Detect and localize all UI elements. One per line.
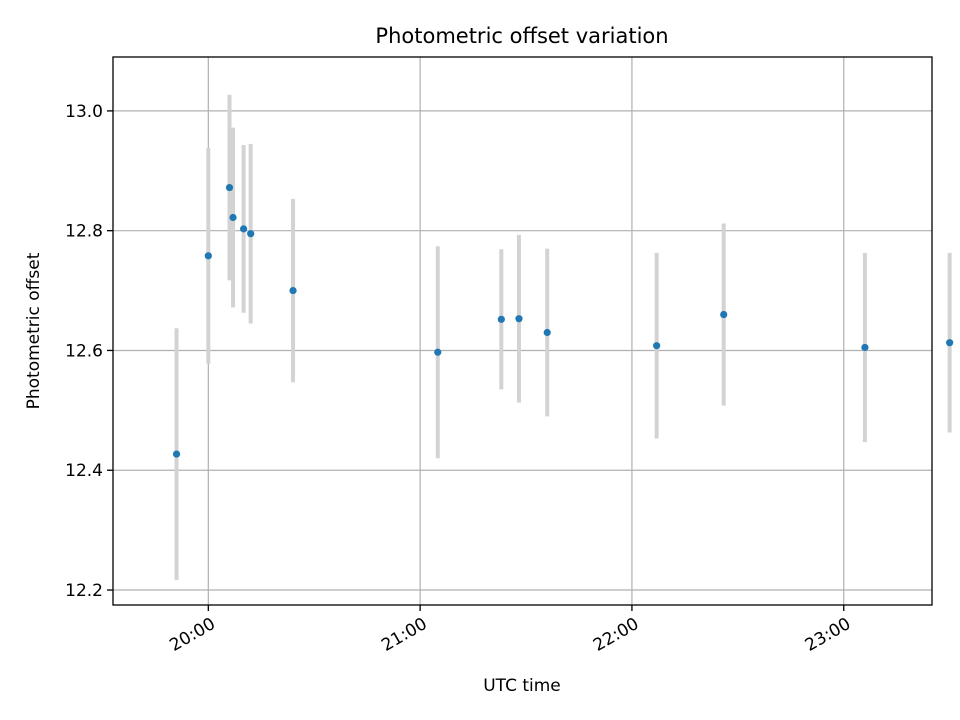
- data-point: [861, 343, 869, 352]
- data-points: [172, 183, 954, 458]
- y-tick-label: 12.6: [65, 341, 103, 361]
- data-point: [653, 342, 661, 350]
- data-point: [946, 339, 954, 347]
- data-point: [240, 225, 248, 233]
- x-tick-label: 20:00: [166, 614, 218, 656]
- y-tick-label: 12.2: [65, 581, 103, 601]
- grid: [113, 57, 932, 605]
- data-point: [515, 315, 523, 323]
- data-point: [172, 450, 181, 458]
- data-point: [720, 310, 728, 319]
- data-point: [204, 252, 212, 260]
- y-tick-label: 12.4: [65, 461, 103, 481]
- x-axis-label: UTC time: [483, 676, 561, 696]
- data-point: [229, 213, 237, 222]
- x-tick-label: 23:00: [802, 614, 854, 656]
- data-point: [225, 183, 234, 192]
- x-tick-label: 21:00: [378, 614, 430, 656]
- data-point: [497, 315, 505, 323]
- data-point: [289, 286, 297, 295]
- plot-frame: [112, 56, 933, 606]
- chart-title: Photometric offset variation: [375, 24, 668, 48]
- error-bars: [174, 94, 952, 580]
- y-axis-ticks: 12.2 12.4 12.6 12.8 13.0: [65, 102, 113, 601]
- data-point: [247, 230, 255, 238]
- data-point: [543, 328, 551, 337]
- y-axis-label: Photometric offset: [24, 252, 44, 409]
- y-tick-label: 12.8: [65, 222, 103, 242]
- x-tick-label: 22:00: [590, 614, 642, 656]
- data-point: [434, 348, 442, 356]
- y-tick-label: 13.0: [65, 102, 103, 122]
